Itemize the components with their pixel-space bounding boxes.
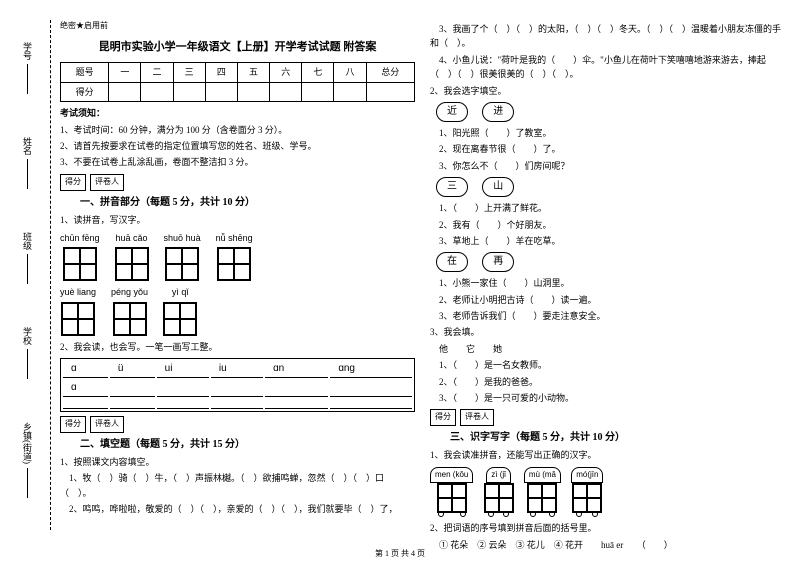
fill-blank-line: 1、阳光照（ ）了教室。 [430, 126, 785, 140]
pinyin-row-1: chūn fēng huā cǎo shuō huà nǚ shēng [60, 231, 415, 281]
section-1-title: 一、拼音部分（每题 5 分，共计 10 分） [80, 195, 415, 211]
margin-label: 班级 [21, 232, 34, 284]
question-text: 3、我会填。 [430, 325, 785, 339]
question-text: 2、我会读，也会写。一笔一画写工整。 [60, 340, 415, 354]
notice-item: 1、考试时间：60 分钟，满分为 100 分（含卷面分 3 分）。 [60, 123, 415, 137]
left-column: 绝密★启用前 昆明市实验小学一年级语文【上册】开学考试试题 附答案 题号 一 二… [60, 20, 415, 555]
page-number: 第 1 页 共 4 页 [375, 548, 425, 559]
fill-blank-line: 3、草地上（ ）羊在吃草。 [430, 234, 785, 248]
fill-blank-line: 1、（ ）是一名女教师。 [430, 358, 785, 372]
right-column: 3、我画了个（ ）（ ）的太阳，（ ）（ ）冬天。（ ）（ ）温暖着小朋友冻僵的… [430, 20, 785, 555]
notice-item: 3、不要在试卷上乱涂乱画，卷面不整洁扣 3 分。 [60, 155, 415, 169]
choice-oval: 进 [482, 102, 514, 122]
score-label: 得分 [60, 416, 86, 433]
fill-blank-line: 3、我画了个（ ）（ ）的太阳，（ ）（ ）冬天。（ ）（ ）温暖着小朋友冻僵的… [430, 22, 785, 51]
secret-header: 绝密★启用前 [60, 20, 415, 33]
word-bank: 他 它 她 [430, 342, 785, 356]
fill-blank-line: 2、鸣鸣，哗啦啦，敬爱的（ ）（ ），亲爱的（ ）（ ），我们就要毕（ ）了， [60, 502, 415, 516]
writing-practice-grid[interactable]: ɑü uiiu ɑnɑng ɑ [60, 358, 415, 412]
question-text: 1、我会读准拼音，还能写出正确的汉字。 [430, 448, 785, 462]
tianzi-grid[interactable] [217, 247, 251, 281]
pinyin-row-2: yuè liang péng yǒu yì qǐ [60, 285, 415, 335]
choice-ovals: 在 再 [430, 250, 785, 274]
fill-blank-line: 3、老师告诉我们（ ）要走注意安全。 [430, 309, 785, 323]
fill-blank-line: 3、（ ）是一只可爱的小动物。 [430, 391, 785, 405]
margin-label: 姓名 [21, 137, 34, 189]
choice-oval: 近 [436, 102, 468, 122]
margin-label: 学号 [21, 42, 34, 94]
question-text: 1、按照课文内容填空。 [60, 455, 415, 469]
margin-label: 学校 [21, 327, 34, 379]
fill-blank-line: 4、小鱼儿说："荷叶是我的（ ）伞。"小鱼儿在荷叶下笑嘻嘻地游来游去，捧起（ ）… [430, 53, 785, 82]
car-item[interactable]: men (kǒu [430, 467, 473, 518]
choice-ovals: 三 山 [430, 175, 785, 199]
tianzi-grid[interactable] [113, 302, 147, 336]
section-2-title: 二、填空题（每题 5 分，共计 15 分） [80, 437, 415, 453]
car-item[interactable]: zì (jǐ [484, 467, 514, 518]
fill-blank-line: 2、我有（ ）个好朋友。 [430, 218, 785, 232]
choice-oval: 山 [482, 177, 514, 197]
fill-blank-line: 2、现在离春节很（ ）了。 [430, 142, 785, 156]
question-text: 2、把词语的序号填到拼音后面的括号里。 [430, 521, 785, 535]
fill-blank-line: 2、（ ）是我的爸爸。 [430, 375, 785, 389]
table-row: 得分 [61, 82, 415, 101]
choice-ovals: 近 进 [430, 100, 785, 124]
car-row: men (kǒu zì (jǐ mù (mǎ mó(jīn [430, 467, 785, 518]
tianzi-grid[interactable] [61, 302, 95, 336]
score-summary-table: 题号 一 二 三 四 五 六 七 八 总分 得分 [60, 62, 415, 102]
reviewer-label: 评卷人 [90, 174, 124, 191]
exam-notice-title: 考试须知： [60, 106, 415, 120]
reviewer-label: 评卷人 [90, 416, 124, 433]
reviewer-label: 评卷人 [460, 409, 494, 426]
tianzi-grid[interactable] [63, 247, 97, 281]
tianzi-grid[interactable] [165, 247, 199, 281]
score-label: 得分 [60, 174, 86, 191]
section-3-title: 三、识字写字（每题 5 分，共计 10 分） [450, 430, 785, 446]
score-label: 得分 [430, 409, 456, 426]
choice-oval: 三 [436, 177, 468, 197]
table-row: 题号 一 二 三 四 五 六 七 八 总分 [61, 63, 415, 82]
car-item[interactable]: mó(jīn [571, 467, 603, 518]
fill-blank-line: 3、你怎么不（ ）们房间呢？ [430, 159, 785, 173]
fill-blank-line: 1、牧（ ）骑（ ）牛，（ ）声振林樾。（ ）欲捕鸣蝉，忽然（ ）（ ）口（ ）… [60, 471, 415, 500]
margin-label: 乡镇(街道) [21, 422, 34, 498]
question-text: 1、读拼音，写汉字。 [60, 213, 415, 227]
fill-blank-line: 1、小熊一家住（ ）山洞里。 [430, 276, 785, 290]
fill-blank-line: 1、（ ）上开满了鲜花。 [430, 201, 785, 215]
question-text: 2、我会选字填空。 [430, 84, 785, 98]
fill-blank-line: ① 花朵 ② 云朵 ③ 花儿 ④ 花开 huā er （ ） [430, 538, 785, 552]
choice-oval: 在 [436, 252, 468, 272]
seal-line [50, 20, 51, 530]
fill-blank-line: 2、老师让小明把古诗（ ）读一遍。 [430, 293, 785, 307]
notice-item: 2、请首先按要求在试卷的指定位置填写您的姓名、班级、学号。 [60, 139, 415, 153]
tianzi-grid[interactable] [115, 247, 149, 281]
car-item[interactable]: mù (mǎ [524, 467, 561, 518]
choice-oval: 再 [482, 252, 514, 272]
binding-margin: 学号 姓名 班级 学校 乡镇(街道) [5, 20, 50, 520]
tianzi-grid[interactable] [163, 302, 197, 336]
exam-title: 昆明市实验小学一年级语文【上册】开学考试试题 附答案 [60, 39, 415, 57]
